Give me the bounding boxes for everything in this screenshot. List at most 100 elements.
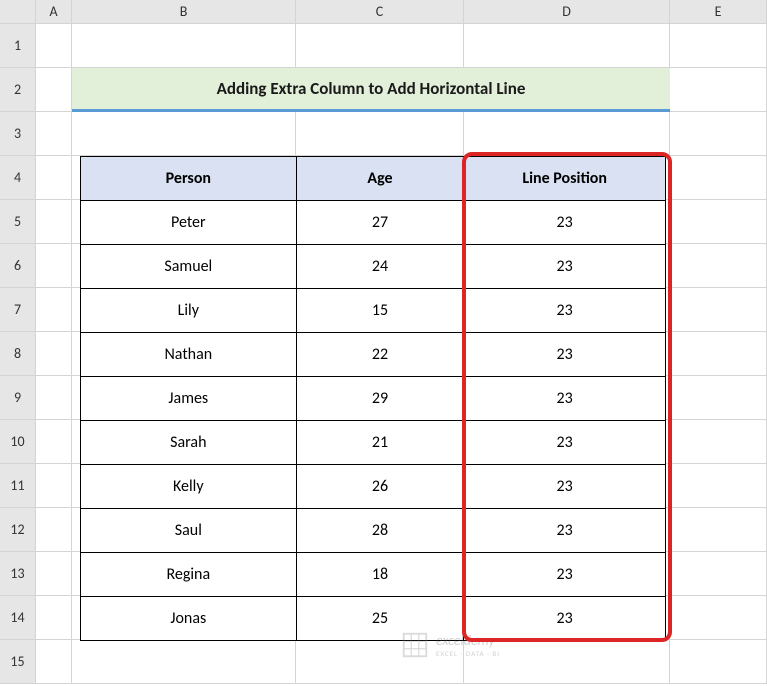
cell-d3[interactable] <box>464 112 670 156</box>
row-header-3[interactable]: 3 <box>0 112 36 156</box>
row-header-7[interactable]: 7 <box>0 288 36 332</box>
row-header-11[interactable]: 11 <box>0 464 36 508</box>
table-row: Kelly2623 <box>81 465 666 509</box>
table-row: Regina1823 <box>81 553 666 597</box>
table-cell[interactable]: Sarah <box>81 421 297 465</box>
cell-b1[interactable] <box>72 24 296 68</box>
cell-b3[interactable] <box>72 112 296 156</box>
row-header-15[interactable]: 15 <box>0 640 36 684</box>
table-row: Jonas2523 <box>81 597 666 641</box>
table-cell[interactable]: 29 <box>296 377 464 421</box>
cell-e15[interactable] <box>670 640 767 684</box>
table-cell[interactable]: 15 <box>296 289 464 333</box>
header-line-position[interactable]: Line Position <box>464 157 666 201</box>
cell-c3[interactable] <box>296 112 464 156</box>
col-header-e[interactable]: E <box>670 0 767 24</box>
cell-e4[interactable] <box>670 156 767 200</box>
cell-c1[interactable] <box>296 24 464 68</box>
row-header-10[interactable]: 10 <box>0 420 36 464</box>
cell-e13[interactable] <box>670 552 767 596</box>
header-age[interactable]: Age <box>296 157 464 201</box>
table-cell[interactable]: Samuel <box>81 245 297 289</box>
cell-a4[interactable] <box>36 156 72 200</box>
table-cell[interactable]: 21 <box>296 421 464 465</box>
row-header-5[interactable]: 5 <box>0 200 36 244</box>
row-header-14[interactable]: 14 <box>0 596 36 640</box>
cell-e3[interactable] <box>670 112 767 156</box>
table-cell[interactable]: James <box>81 377 297 421</box>
cell-e12[interactable] <box>670 508 767 552</box>
table-cell[interactable]: 18 <box>296 553 464 597</box>
table-cell[interactable]: 24 <box>296 245 464 289</box>
table-cell[interactable]: 23 <box>464 377 666 421</box>
cell-a13[interactable] <box>36 552 72 596</box>
cell-a15[interactable] <box>36 640 72 684</box>
cell-d1[interactable] <box>464 24 670 68</box>
table-cell[interactable]: Kelly <box>81 465 297 509</box>
row-header-9[interactable]: 9 <box>0 376 36 420</box>
table-cell[interactable]: Saul <box>81 509 297 553</box>
cell-a12[interactable] <box>36 508 72 552</box>
table-cell[interactable]: Jonas <box>81 597 297 641</box>
table-cell[interactable]: 23 <box>464 553 666 597</box>
watermark-icon <box>400 630 430 660</box>
cell-e8[interactable] <box>670 332 767 376</box>
cell-e7[interactable] <box>670 288 767 332</box>
cell-a9[interactable] <box>36 376 72 420</box>
cell-e6[interactable] <box>670 244 767 288</box>
select-all-corner[interactable] <box>0 0 36 24</box>
watermark-subtext: EXCEL · DATA · BI <box>436 649 500 658</box>
cell-e11[interactable] <box>670 464 767 508</box>
cell-a10[interactable] <box>36 420 72 464</box>
table-cell[interactable]: Nathan <box>81 333 297 377</box>
row-header-4[interactable]: 4 <box>0 156 36 200</box>
table-cell[interactable]: Peter <box>81 201 297 245</box>
cell-a11[interactable] <box>36 464 72 508</box>
table-cell[interactable]: 23 <box>464 333 666 377</box>
col-header-d[interactable]: D <box>464 0 670 24</box>
cell-a3[interactable] <box>36 112 72 156</box>
col-header-b[interactable]: B <box>72 0 296 24</box>
table-cell[interactable]: 23 <box>464 289 666 333</box>
table-row: Saul2823 <box>81 509 666 553</box>
row-header-6[interactable]: 6 <box>0 244 36 288</box>
row-header-12[interactable]: 12 <box>0 508 36 552</box>
cell-e1[interactable] <box>670 24 767 68</box>
cell-e9[interactable] <box>670 376 767 420</box>
cell-e2[interactable] <box>670 68 767 112</box>
cell-a1[interactable] <box>36 24 72 68</box>
row-header-1[interactable]: 1 <box>0 24 36 68</box>
data-table: Person Age Line Position Peter2723Samuel… <box>80 156 666 641</box>
cell-a7[interactable] <box>36 288 72 332</box>
table-cell[interactable]: 26 <box>296 465 464 509</box>
cell-b15[interactable] <box>72 640 296 684</box>
cell-e14[interactable] <box>670 596 767 640</box>
table-cell[interactable]: 23 <box>464 201 666 245</box>
table-row: James2923 <box>81 377 666 421</box>
cell-a6[interactable] <box>36 244 72 288</box>
table-header-row: Person Age Line Position <box>81 157 666 201</box>
row-header-2[interactable]: 2 <box>0 68 36 112</box>
table-cell[interactable]: 23 <box>464 245 666 289</box>
title-banner[interactable]: Adding Extra Column to Add Horizontal Li… <box>72 68 670 112</box>
cell-e10[interactable] <box>670 420 767 464</box>
table-cell[interactable]: 27 <box>296 201 464 245</box>
table-cell[interactable]: Regina <box>81 553 297 597</box>
table-cell[interactable]: 22 <box>296 333 464 377</box>
cell-a2[interactable] <box>36 68 72 112</box>
header-person[interactable]: Person <box>81 157 297 201</box>
table-cell[interactable]: Lily <box>81 289 297 333</box>
table-row: Sarah2123 <box>81 421 666 465</box>
cell-a8[interactable] <box>36 332 72 376</box>
cell-e5[interactable] <box>670 200 767 244</box>
table-cell[interactable]: 23 <box>464 421 666 465</box>
cell-a5[interactable] <box>36 200 72 244</box>
col-header-c[interactable]: C <box>296 0 464 24</box>
table-cell[interactable]: 23 <box>464 509 666 553</box>
cell-a14[interactable] <box>36 596 72 640</box>
row-header-8[interactable]: 8 <box>0 332 36 376</box>
row-header-13[interactable]: 13 <box>0 552 36 596</box>
col-header-a[interactable]: A <box>36 0 72 24</box>
table-cell[interactable]: 23 <box>464 465 666 509</box>
table-cell[interactable]: 28 <box>296 509 464 553</box>
